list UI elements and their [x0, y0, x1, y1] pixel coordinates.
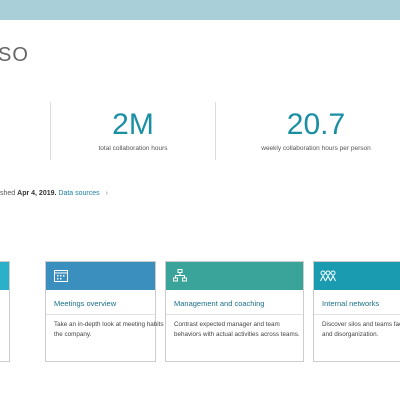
divider	[50, 102, 51, 160]
published-prefix: shed	[0, 190, 16, 197]
card-separator	[46, 314, 155, 315]
card[interactable]: Meetings overview Take an in-depth look …	[45, 261, 184, 362]
card-title: Meetings overview	[54, 299, 117, 308]
line: Contrast expected manager and team	[174, 321, 280, 328]
card-header	[46, 262, 155, 290]
card-header	[314, 262, 400, 290]
card[interactable]	[0, 261, 10, 362]
published-line: shed Apr 4, 2019. Data sources ›	[0, 190, 108, 197]
card-description: Discover silos and teams facing and disor…	[322, 320, 400, 340]
card-title: Internal networks	[322, 299, 380, 308]
card-separator	[166, 314, 303, 315]
network-icon	[320, 270, 336, 282]
chevron: ›	[105, 190, 108, 197]
page-title: SO	[0, 44, 29, 66]
card-header	[166, 262, 303, 290]
card-description: Take an in-depth look at meeting habits …	[54, 320, 184, 340]
calendar-icon	[54, 270, 68, 282]
published-date: Apr 4, 2019.	[17, 190, 57, 197]
stat-label: weekly collaboration hours per person	[261, 145, 371, 152]
line: the company.	[54, 331, 92, 338]
data-sources-link[interactable]: Data sources	[58, 190, 100, 197]
stat-value: 20.7	[286, 108, 346, 141]
line: behaviors with actual activities across …	[174, 331, 300, 338]
card-description: Contrast expected manager and team behavi…	[174, 320, 300, 340]
stat-value: 2M	[112, 108, 154, 141]
stat-label: total collaboration hours	[98, 145, 168, 152]
divider	[215, 102, 216, 160]
card-separator	[314, 314, 400, 315]
card-title: Management and coaching	[174, 299, 265, 308]
line: Take an in-depth look at meeting habits …	[54, 321, 184, 328]
top-bar	[0, 0, 400, 20]
org-icon	[173, 269, 187, 282]
card[interactable]: Internal networks Discover silos and tea…	[313, 261, 400, 362]
card-header	[0, 262, 9, 290]
card[interactable]: Management and coaching Contrast expecte…	[165, 261, 304, 362]
line: and disorganization.	[322, 331, 379, 338]
line: Discover silos and teams facing	[322, 321, 400, 328]
